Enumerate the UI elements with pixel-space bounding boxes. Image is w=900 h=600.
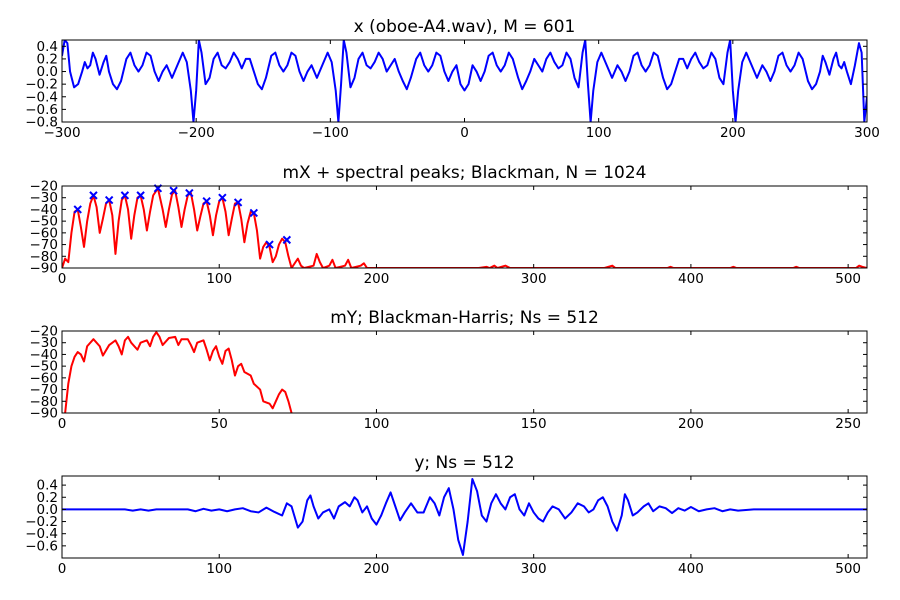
y-tick-label: −40 xyxy=(30,202,59,218)
y-tick-label: −0.6 xyxy=(25,538,58,554)
y-tick-label: 0.4 xyxy=(37,39,58,55)
peak-marker xyxy=(73,205,82,214)
series-line xyxy=(62,478,867,556)
y-tick-label: −0.4 xyxy=(25,89,58,105)
peak-marker xyxy=(233,198,243,207)
y-tick-label: −80 xyxy=(30,394,59,410)
x-tick-label: 50 xyxy=(211,416,228,432)
y-tick-label: −0.6 xyxy=(25,102,58,118)
x-tick-label: 200 xyxy=(364,271,390,287)
peak-marker xyxy=(136,191,145,200)
subplot-1: x (oboe-A4.wav), M = 601 −300 −200 −100 0 100… xyxy=(25,17,880,141)
x-tick-label: 400 xyxy=(678,561,704,577)
peak-marker xyxy=(218,193,227,202)
y-tick-label: −60 xyxy=(30,225,59,241)
x-tick-label: 0 xyxy=(58,561,67,577)
subplot-title: mX + spectral peaks; Blackman, N = 1024 xyxy=(283,163,647,183)
y-tick-label: −40 xyxy=(30,347,59,363)
x-tick-label: 300 xyxy=(521,271,547,287)
y-tick-label: 0.2 xyxy=(37,51,58,67)
x-tick-label: 0 xyxy=(58,416,67,432)
y-tick-label: −0.8 xyxy=(25,115,58,131)
x-tick-label: 100 xyxy=(206,561,232,577)
peak-marker xyxy=(120,191,130,200)
x-tick-label: 500 xyxy=(835,561,861,577)
subplot-title: x (oboe-A4.wav), M = 601 xyxy=(354,17,576,37)
y-tick-label: −70 xyxy=(30,382,59,398)
peak-marker xyxy=(104,195,114,205)
x-tick-label: 200 xyxy=(720,125,746,141)
y-tick-label: −0.2 xyxy=(25,514,58,530)
y-tick-label: −90 xyxy=(30,406,59,422)
y-tick-label: −30 xyxy=(30,335,59,351)
peak-marker xyxy=(202,197,211,206)
peak-marker xyxy=(249,208,259,218)
series-line xyxy=(62,187,867,268)
x-tick-label: 150 xyxy=(521,416,547,432)
peak-marker xyxy=(169,186,178,195)
y-tick-label: −20 xyxy=(30,179,59,195)
x-tick-label: 300 xyxy=(854,125,880,141)
peak-marker xyxy=(185,188,194,198)
y-tick-label: −70 xyxy=(30,237,59,253)
x-tick-label: −200 xyxy=(178,125,215,141)
x-tick-label: 100 xyxy=(206,271,232,287)
axes-frame xyxy=(61,185,868,269)
peak-marker xyxy=(265,240,274,249)
peak-marker xyxy=(282,235,292,245)
subplot-title: mY; Blackman-Harris; Ns = 512 xyxy=(330,308,599,328)
x-tick-label: −300 xyxy=(43,125,80,141)
x-tick-label: 400 xyxy=(678,271,704,287)
y-tick-label: −80 xyxy=(30,249,59,265)
y-tick-label: −20 xyxy=(30,324,59,340)
y-tick-label: 0.0 xyxy=(37,64,58,80)
x-tick-label: 200 xyxy=(364,561,390,577)
x-tick-label: 250 xyxy=(835,416,861,432)
subplot-3: mY; Blackman-Harris; Ns = 512 0 50 100 150 20… xyxy=(30,308,868,432)
x-tick-label: 300 xyxy=(521,561,547,577)
x-tick-label: −100 xyxy=(312,125,349,141)
subplot-2: mX + spectral peaks; Blackman, N = 1024 0… xyxy=(30,163,868,287)
y-tick-label: −60 xyxy=(30,370,59,386)
x-tick-label: 0 xyxy=(460,125,469,141)
y-tick-label: −0.4 xyxy=(25,526,58,542)
x-tick-label: 100 xyxy=(586,125,612,141)
y-tick-label: 0.0 xyxy=(37,502,58,518)
peak-marker xyxy=(89,191,98,200)
subplot-4: y; Ns = 512 0 100 200 300 400 500 0.40.20.0−0.2… xyxy=(25,453,868,577)
y-tick-label: −30 xyxy=(30,190,59,206)
x-tick-label: 200 xyxy=(678,416,704,432)
y-tick-label: 0.4 xyxy=(37,478,58,494)
y-tick-label: −50 xyxy=(30,359,59,375)
y-tick-label: −90 xyxy=(30,261,59,277)
x-tick-label: 500 xyxy=(835,271,861,287)
axes-frame xyxy=(61,330,868,414)
y-tick-label: 0.2 xyxy=(37,490,58,506)
series-line xyxy=(62,40,867,122)
x-tick-label: 0 xyxy=(58,271,67,287)
y-tick-label: −0.2 xyxy=(25,77,58,93)
axes-frame xyxy=(61,475,868,559)
x-tick-label: 100 xyxy=(364,416,390,432)
series-line xyxy=(64,331,293,413)
y-tick-label: −50 xyxy=(30,214,59,230)
subplot-title: y; Ns = 512 xyxy=(414,453,514,473)
